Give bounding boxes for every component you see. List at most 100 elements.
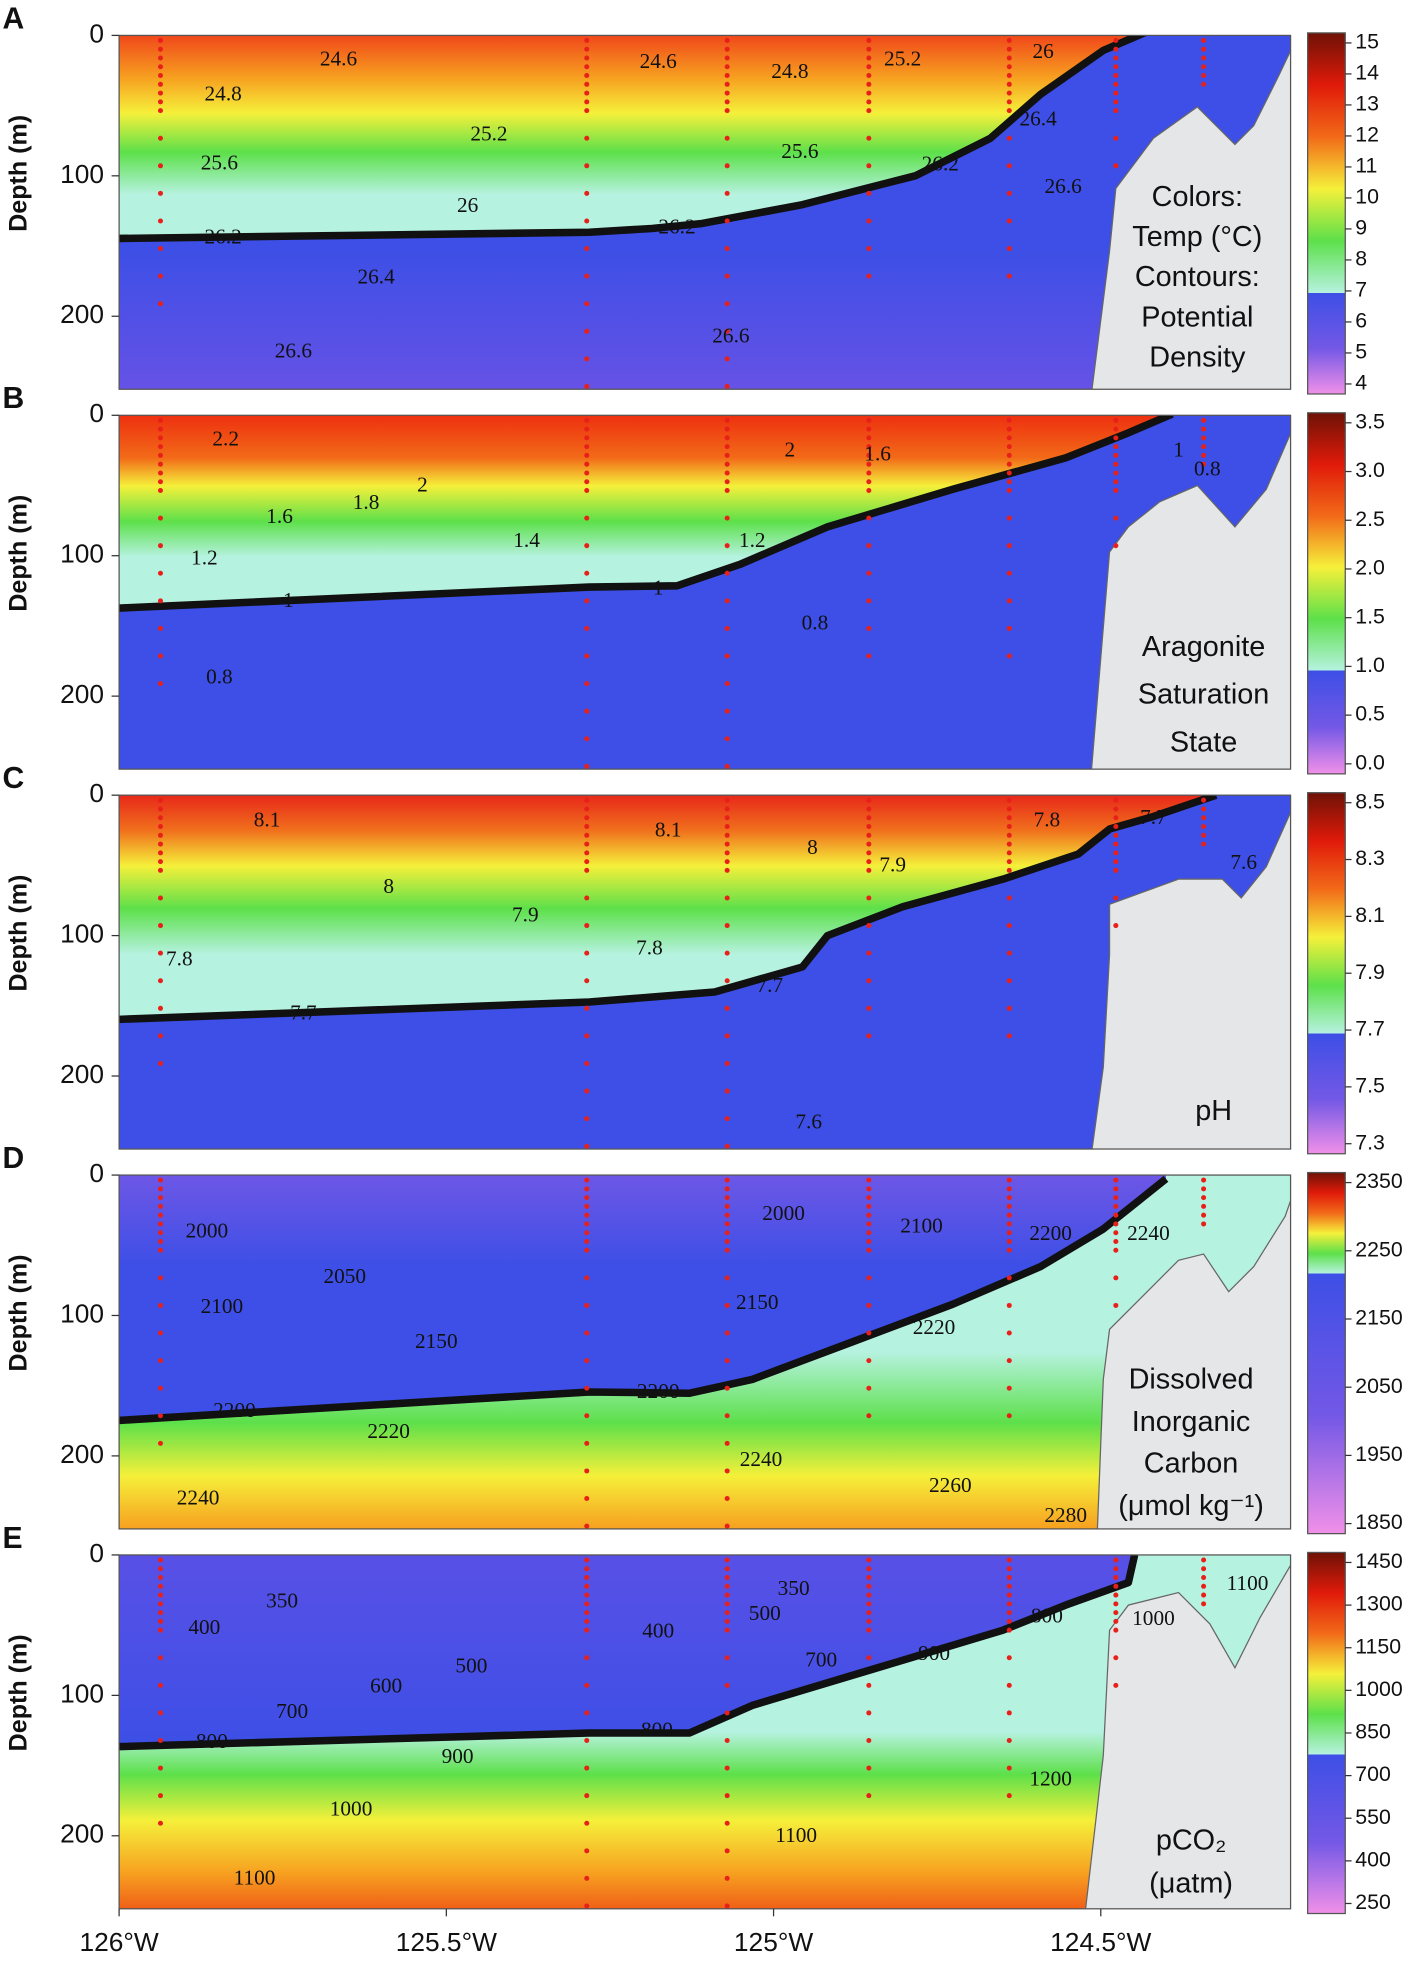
station-sample	[1113, 797, 1119, 803]
station-sample	[866, 1583, 872, 1589]
station-sample	[157, 1592, 163, 1598]
station-sample	[1006, 653, 1012, 659]
station-sample	[1113, 1203, 1119, 1209]
station-sample	[1006, 598, 1012, 604]
legend-text: Contours:	[1135, 261, 1260, 293]
station-sample	[1113, 1627, 1119, 1633]
station-sample	[724, 383, 730, 389]
station-sample	[584, 1875, 590, 1881]
station-sample	[724, 1230, 730, 1236]
station-sample	[724, 850, 730, 856]
y-tick-label: 200	[60, 299, 104, 329]
station-sample	[1006, 190, 1012, 196]
station-sample	[1201, 824, 1207, 830]
station-sample	[157, 1618, 163, 1624]
station-sample	[866, 1275, 872, 1281]
station-sample	[1006, 1710, 1012, 1716]
colorbar-tick-label: 7.3	[1355, 1130, 1385, 1154]
station-sample	[1006, 1005, 1012, 1011]
station-sample	[157, 653, 163, 659]
station-sample	[1113, 461, 1119, 467]
contour-label: 7.7	[290, 1000, 317, 1024]
station-sample	[157, 625, 163, 631]
station-sample	[1006, 1230, 1012, 1236]
station-sample	[1006, 832, 1012, 838]
contour-label: 500	[455, 1654, 487, 1678]
station-sample	[157, 950, 163, 956]
station-sample	[157, 859, 163, 865]
station-sample	[1201, 64, 1207, 70]
station-sample	[584, 859, 590, 865]
station-sample	[157, 73, 163, 79]
station-sample	[1006, 515, 1012, 521]
station-sample	[157, 435, 163, 441]
station-sample	[724, 37, 730, 43]
station-sample	[1113, 1601, 1119, 1607]
station-sample	[866, 190, 872, 196]
station-sample	[866, 570, 872, 576]
station-sample	[724, 64, 730, 70]
station-sample	[584, 1212, 590, 1218]
station-sample	[866, 1330, 872, 1336]
station-sample	[1006, 426, 1012, 432]
station-sample	[866, 978, 872, 984]
station-sample	[1201, 806, 1207, 812]
station-sample	[157, 1765, 163, 1771]
station-sample	[866, 515, 872, 521]
plot-frame	[118, 1554, 1292, 1910]
contour-label: 400	[188, 1615, 220, 1639]
contour-label: 2.2	[212, 426, 239, 450]
station-sample	[1113, 479, 1119, 485]
station-sample	[1006, 806, 1012, 812]
legend-text: Temp (°C)	[1132, 221, 1262, 253]
station-sample	[584, 950, 590, 956]
station-sample	[1113, 850, 1119, 856]
station-sample	[157, 1358, 163, 1364]
plot-frame	[118, 794, 1292, 1150]
station-sample	[866, 1005, 872, 1011]
station-sample	[1006, 488, 1012, 494]
station-sample	[724, 1177, 730, 1183]
station-sample	[724, 950, 730, 956]
station-sample	[157, 246, 163, 252]
station-sample	[1113, 55, 1119, 61]
contour-label: 2000	[186, 1219, 229, 1243]
station-sample	[724, 1875, 730, 1881]
contour-label: 1000	[1132, 1606, 1175, 1630]
station-sample	[1006, 625, 1012, 631]
station-sample	[1006, 163, 1012, 169]
station-sample	[157, 1195, 163, 1201]
station-sample	[584, 895, 590, 901]
contour-label: 7.9	[879, 853, 906, 877]
colorbar-tick-label: 1450	[1355, 1549, 1403, 1573]
contour-label: 26.6	[275, 338, 313, 362]
station-sample	[1006, 1203, 1012, 1209]
station-sample	[157, 1275, 163, 1281]
station-sample	[584, 515, 590, 521]
station-sample	[584, 81, 590, 87]
station-sample	[1113, 1682, 1119, 1688]
colorbar-tick-label: 0.5	[1355, 702, 1385, 726]
station-sample	[584, 1005, 590, 1011]
station-sample	[724, 73, 730, 79]
land	[1091, 49, 1291, 390]
station-sample	[1006, 1302, 1012, 1308]
station-sample	[584, 625, 590, 631]
station-sample	[157, 806, 163, 812]
station-sample	[584, 1610, 590, 1616]
station-sample	[1113, 1618, 1119, 1624]
station-sample	[866, 90, 872, 96]
station-sample	[866, 417, 872, 423]
colorbar	[1307, 1551, 1346, 1915]
y-axis-label: Depth (m)	[5, 875, 33, 992]
plot-frame	[118, 1174, 1292, 1530]
station-sample	[157, 543, 163, 549]
station-sample	[1201, 1601, 1207, 1607]
station-sample	[584, 479, 590, 485]
station-sample	[1201, 815, 1207, 821]
station-sample	[1006, 246, 1012, 252]
station-sample	[1113, 867, 1119, 873]
station-sample	[1113, 1575, 1119, 1581]
station-sample	[866, 1212, 872, 1218]
